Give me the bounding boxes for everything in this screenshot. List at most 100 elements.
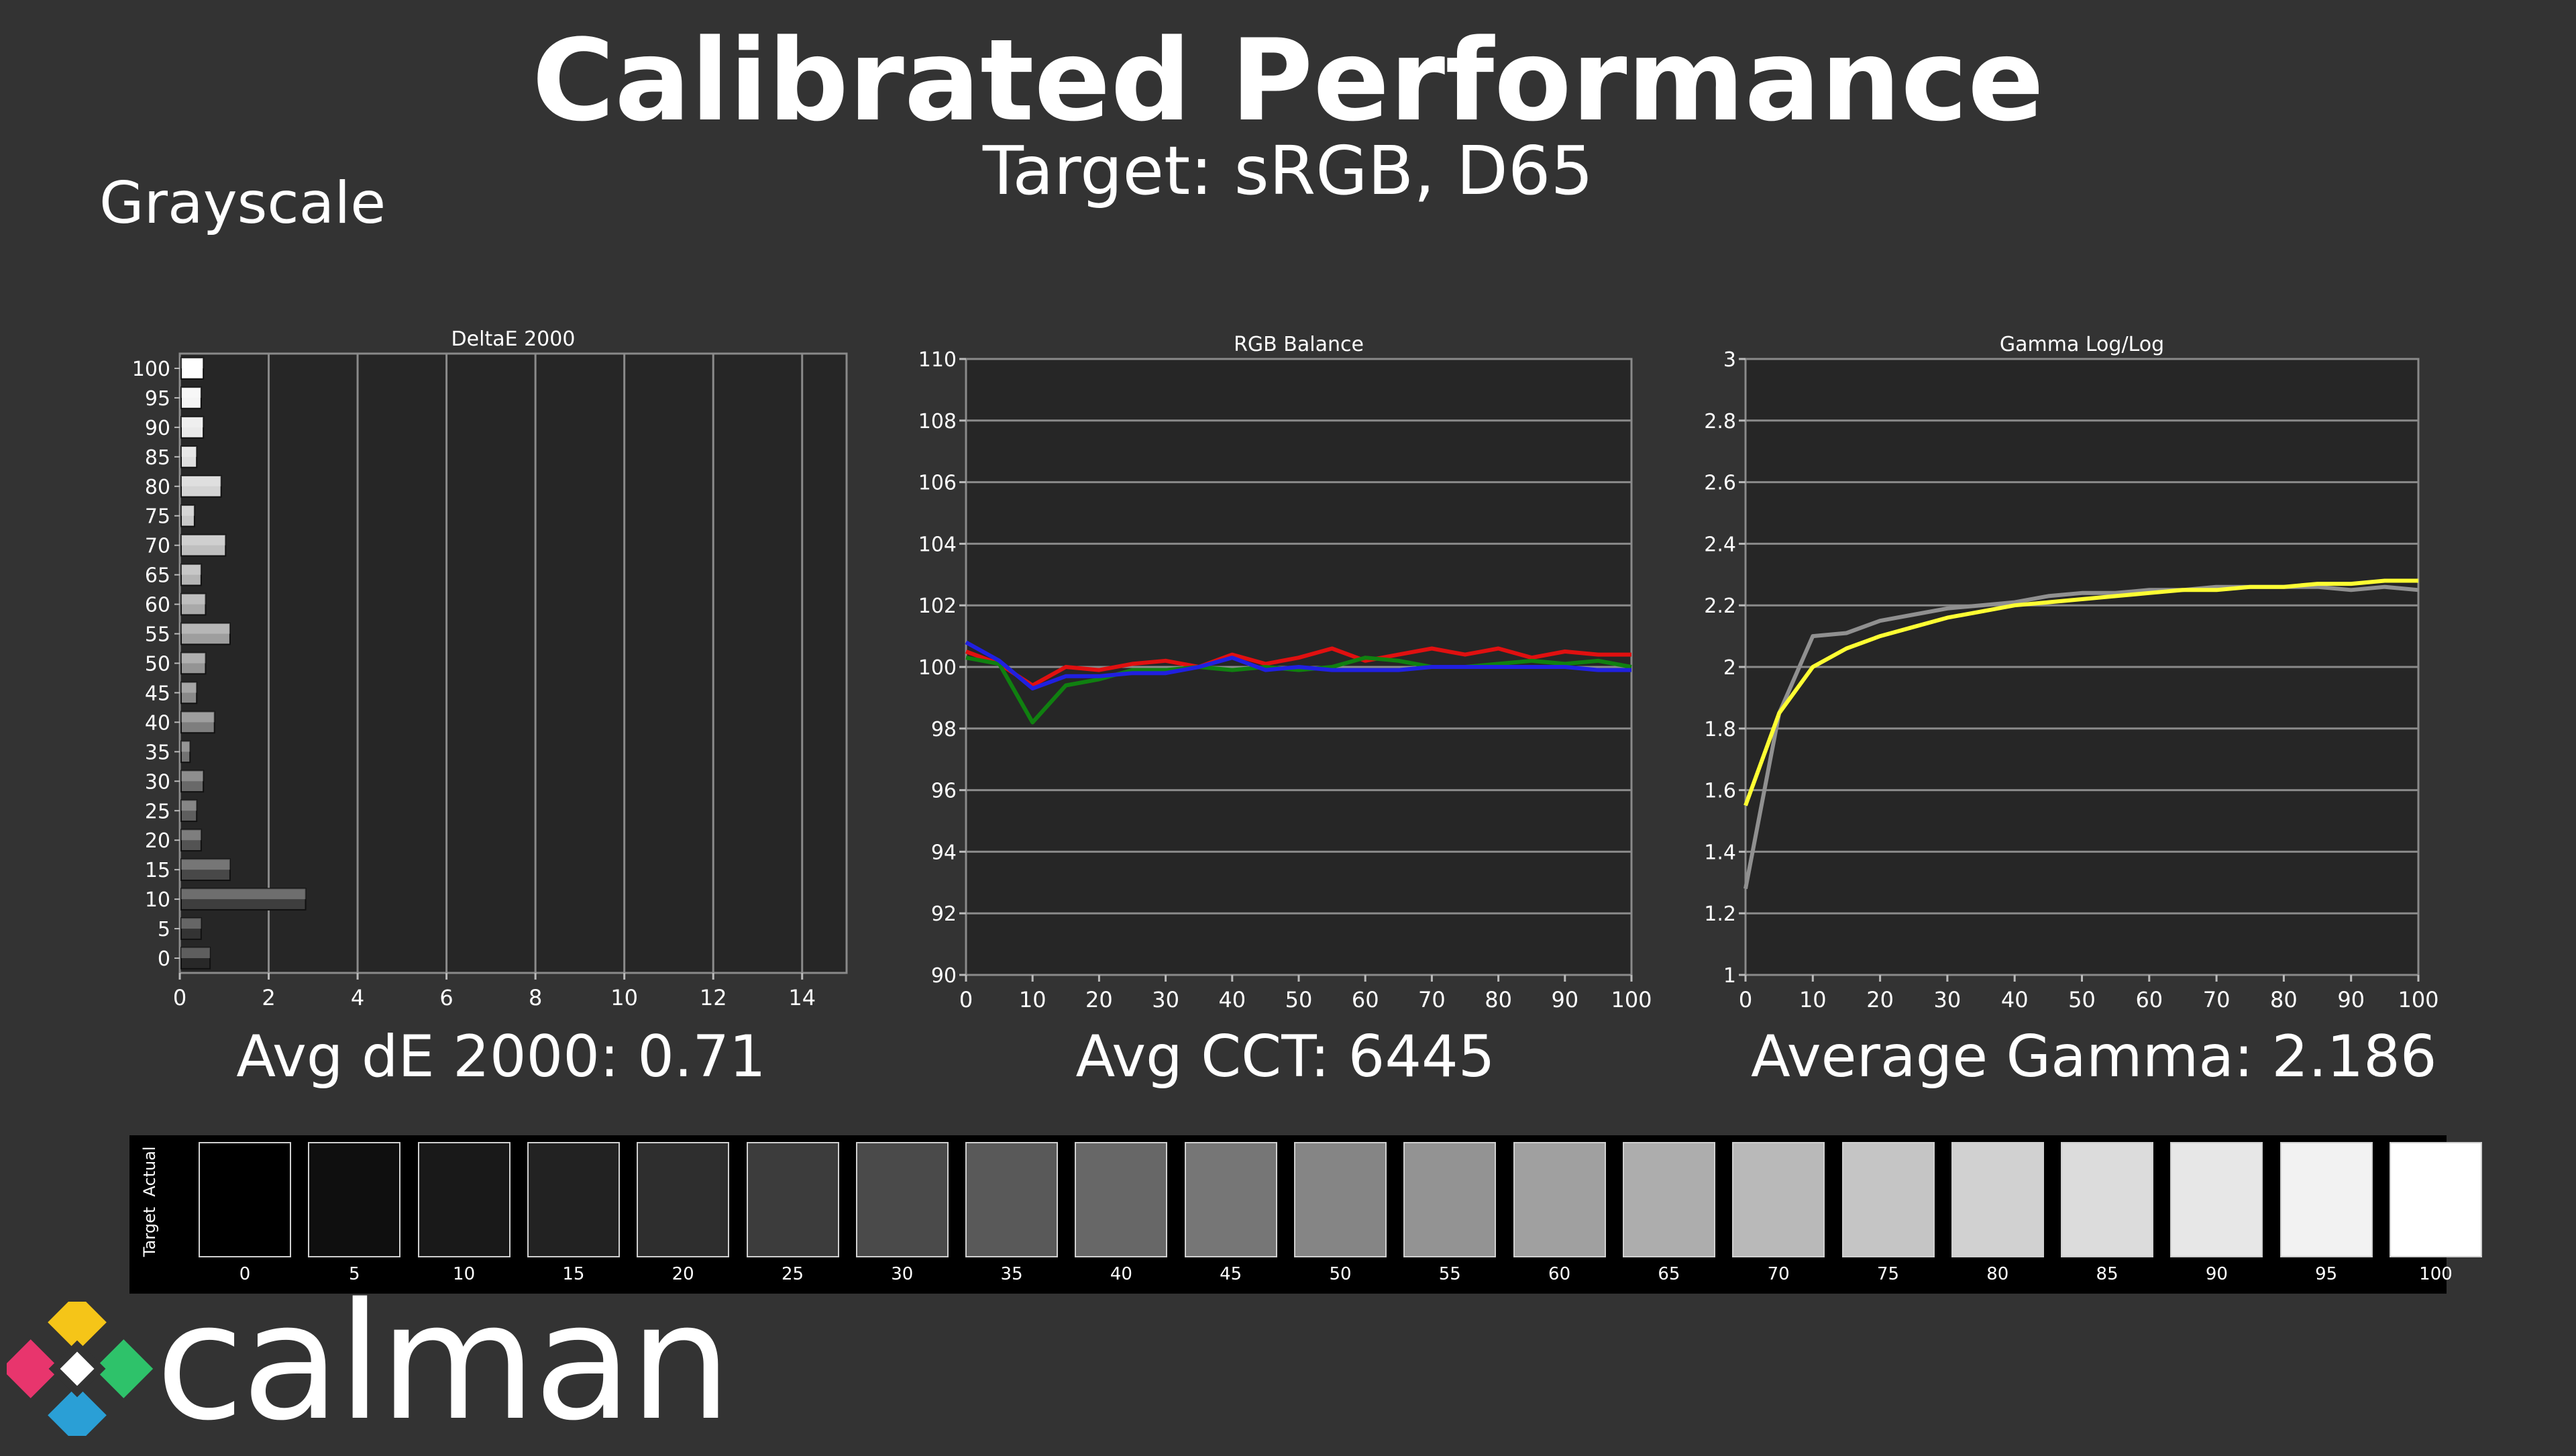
swatch-label: 0 <box>239 1264 251 1284</box>
deltae-y-tick-label: 95 <box>145 387 170 411</box>
deltae-bar-highlight <box>181 888 306 900</box>
swatch-label: 75 <box>1876 1264 1900 1284</box>
swatch-label: 70 <box>1767 1264 1790 1284</box>
deltae-x-tick-label: 8 <box>529 985 542 1010</box>
deltae-bar <box>180 357 205 380</box>
swatch-40 <box>1075 1142 1168 1257</box>
swatch-50 <box>1294 1142 1387 1257</box>
gamma-y-tick-label: 2.4 <box>1704 533 1736 556</box>
gamma-y-tick-label: 1.8 <box>1704 718 1736 741</box>
swatch-70 <box>1732 1142 1825 1257</box>
swatch-100 <box>2390 1142 2482 1257</box>
deltae-y-tick-label: 65 <box>145 564 170 588</box>
deltae-bar-highlight <box>181 947 211 959</box>
deltae-bar <box>180 947 211 970</box>
swatch-label: 55 <box>1438 1264 1461 1284</box>
gamma-x-tick-label: 90 <box>2337 987 2365 1012</box>
rgb-x-tick-label: 10 <box>1019 987 1046 1012</box>
rgb-x-tick-label: 20 <box>1085 987 1113 1012</box>
deltae-bar <box>180 533 227 557</box>
rgb-x-tick-label: 0 <box>959 987 973 1012</box>
avg-deltae-label: Avg dE 2000: 0.71 <box>236 1023 766 1090</box>
brand-name: calman <box>156 1268 732 1456</box>
calman-logo-icon <box>7 1302 154 1436</box>
rgb-x-tick-label: 100 <box>1611 987 1652 1012</box>
deltae-bar-highlight <box>181 534 226 545</box>
deltae-bar-highlight <box>181 918 201 929</box>
gamma-y-tick-label: 2 <box>1723 656 1736 680</box>
swatch-side-actual-label: Actual <box>140 1146 159 1197</box>
rgb-x-tick-label: 50 <box>1285 987 1313 1012</box>
rgb-y-tick-label: 92 <box>931 902 957 926</box>
rgb-y-tick-label: 102 <box>918 594 957 618</box>
gamma-series-line <box>1743 578 2418 807</box>
rgb-series-line <box>965 646 1631 688</box>
rgb-y-tick-label: 90 <box>931 964 957 988</box>
gamma-x-tick-label: 0 <box>1739 987 1752 1012</box>
deltae-bar-highlight <box>181 358 204 368</box>
deltae-y-tick-label: 30 <box>145 770 170 794</box>
gamma-y-tick-label: 2.2 <box>1704 594 1736 618</box>
deltae-bar-highlight <box>181 446 197 457</box>
rgb-x-tick-label: 90 <box>1551 987 1578 1012</box>
deltae-y-tick-label: 50 <box>145 653 170 676</box>
rgb-x-tick-label: 30 <box>1152 987 1179 1012</box>
deltae-y-tick-label: 60 <box>145 594 170 617</box>
deltae-bar <box>180 592 207 616</box>
gamma-x-tick-label: 30 <box>1934 987 1962 1012</box>
swatch-15 <box>527 1142 620 1257</box>
swatch-label: 80 <box>1986 1264 2009 1284</box>
deltae-bar-highlight <box>181 711 215 723</box>
gamma-y-tick-label: 1 <box>1723 964 1736 988</box>
swatch-label: 65 <box>1658 1264 1680 1284</box>
rgb-y-tick-label: 106 <box>918 472 957 495</box>
swatch-35 <box>965 1142 1059 1257</box>
deltae-x-tick-label: 6 <box>439 985 453 1010</box>
deltae-x-tick-label: 4 <box>351 985 364 1010</box>
deltae-bar-highlight <box>181 564 201 575</box>
swatch-80 <box>1951 1142 2044 1257</box>
swatch-10 <box>417 1142 511 1257</box>
swatch-label: 50 <box>1329 1264 1352 1284</box>
swatch-label: 85 <box>2096 1264 2118 1284</box>
swatch-30 <box>855 1142 949 1257</box>
deltae-bar <box>180 740 191 764</box>
swatch-label: 35 <box>1000 1264 1023 1284</box>
swatch-90 <box>2170 1142 2263 1257</box>
swatch-75 <box>1841 1142 1935 1257</box>
deltae-bar <box>180 799 198 823</box>
deltae-bar <box>180 888 307 911</box>
gamma-x-tick-label: 20 <box>1866 987 1894 1012</box>
deltae-y-tick-label: 15 <box>145 859 170 882</box>
deltae-plot-area <box>178 352 848 974</box>
deltae-y-tick-label: 80 <box>145 476 170 499</box>
rgb-chart-title: RGB Balance <box>1234 333 1364 356</box>
gamma-x-tick-label: 40 <box>2001 987 2029 1012</box>
deltae-y-tick-label: 10 <box>145 888 170 912</box>
deltae-y-tick-label: 20 <box>145 829 170 853</box>
rgb-y-tick-label: 108 <box>918 410 957 433</box>
section-label: Grayscale <box>99 170 386 237</box>
rgb-x-tick-label: 60 <box>1352 987 1379 1012</box>
avg-gamma-label: Average Gamma: 2.186 <box>1751 1023 2437 1090</box>
swatch-label: 100 <box>2419 1264 2453 1284</box>
swatch-85 <box>2061 1142 2154 1257</box>
deltae-bar-highlight <box>181 623 230 634</box>
deltae-bar <box>180 416 205 439</box>
swatch-60 <box>1513 1142 1606 1257</box>
deltae-y-tick-label: 55 <box>145 623 170 647</box>
page-title: Calibrated Performance <box>531 15 2045 146</box>
swatch-label: 20 <box>672 1264 694 1284</box>
rgb-x-tick-label: 70 <box>1418 987 1446 1012</box>
deltae-y-tick-label: 5 <box>158 918 170 941</box>
deltae-bar <box>180 917 202 940</box>
deltae-bar-highlight <box>181 770 204 782</box>
deltae-x-tick-label: 0 <box>173 985 186 1010</box>
swatch-25 <box>746 1142 839 1257</box>
gamma-x-tick-label: 60 <box>2135 987 2163 1012</box>
swatch-label: 10 <box>453 1264 476 1284</box>
deltae-y-tick-label: 85 <box>145 446 170 470</box>
deltae-bar-highlight <box>181 387 201 398</box>
swatch-side-target-label: Target <box>140 1206 159 1257</box>
deltae-bar-highlight <box>181 829 201 841</box>
